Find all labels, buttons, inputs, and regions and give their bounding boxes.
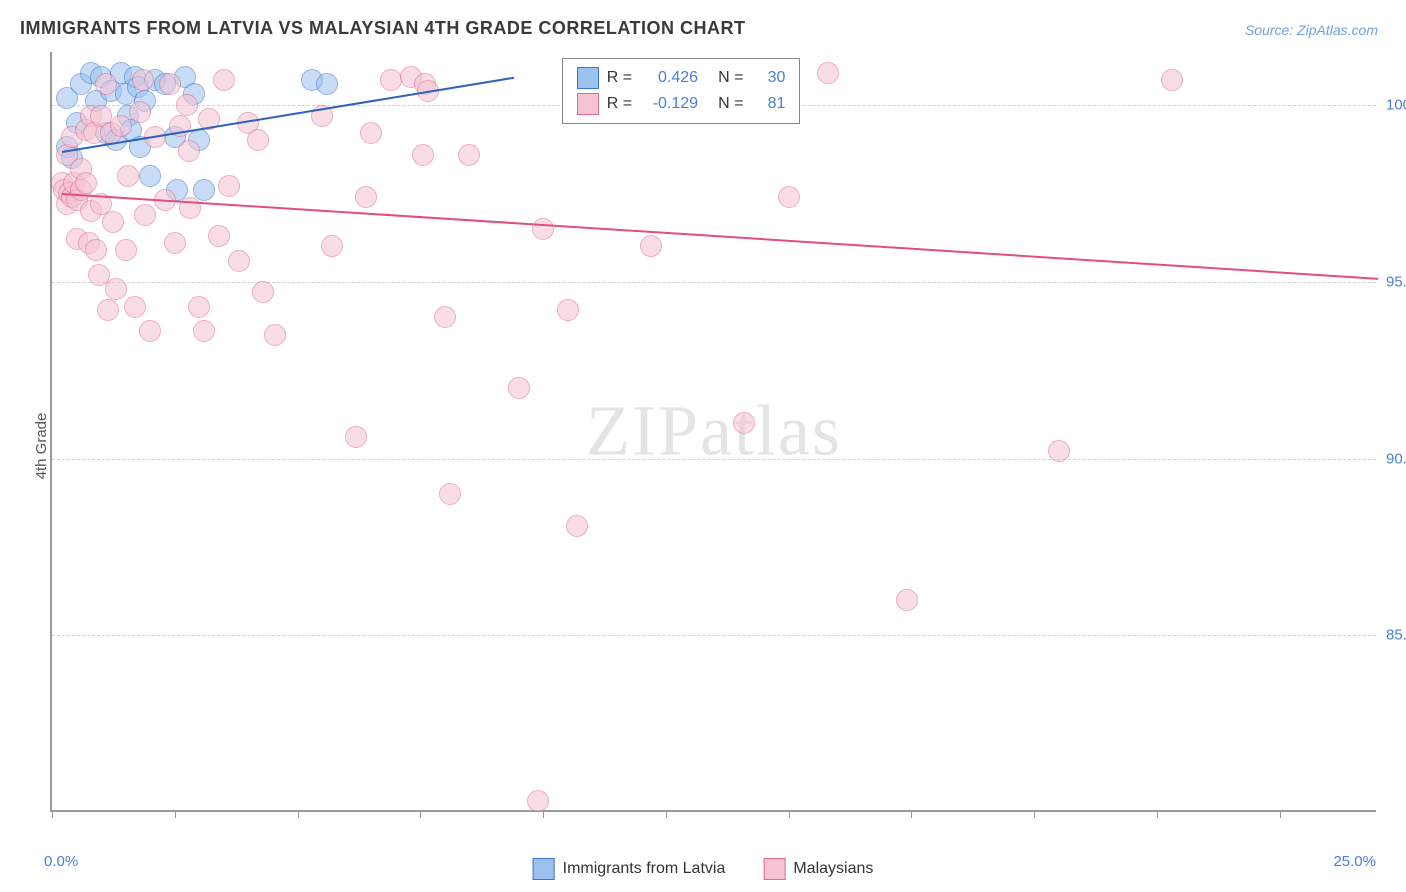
- scatter-point: [412, 144, 434, 166]
- trend-line: [62, 193, 1378, 280]
- scatter-point: [527, 790, 549, 812]
- scatter-point: [896, 589, 918, 611]
- scatter-point: [1161, 69, 1183, 91]
- x-tick: [175, 810, 176, 818]
- scatter-point: [75, 172, 97, 194]
- scatter-point: [188, 296, 210, 318]
- scatter-point: [316, 73, 338, 95]
- scatter-point: [139, 165, 161, 187]
- x-tick: [52, 810, 53, 818]
- correlation-stats-box: R = 0.426 N = 30 R = -0.129 N = 81: [562, 58, 801, 124]
- scatter-point: [129, 101, 151, 123]
- scatter-point: [380, 69, 402, 91]
- scatter-point: [817, 62, 839, 84]
- stat-row: R = -0.129 N = 81: [577, 91, 786, 117]
- scatter-point: [102, 211, 124, 233]
- scatter-point: [321, 235, 343, 257]
- stat-r-label: R =: [607, 91, 632, 117]
- chart-title: IMMIGRANTS FROM LATVIA VS MALAYSIAN 4TH …: [20, 18, 746, 39]
- x-tick: [1280, 810, 1281, 818]
- scatter-point: [176, 94, 198, 116]
- scatter-point: [566, 515, 588, 537]
- x-tick: [789, 810, 790, 818]
- legend-label: Immigrants from Latvia: [563, 860, 726, 878]
- watermark-text: ZIPatlas: [586, 390, 842, 473]
- stat-n-value: 30: [751, 65, 785, 91]
- scatter-point: [434, 306, 456, 328]
- stat-n-label: N =: [718, 91, 743, 117]
- scatter-point: [132, 69, 154, 91]
- scatter-point: [733, 412, 755, 434]
- scatter-point: [159, 73, 181, 95]
- x-tick-label: 0.0%: [44, 853, 78, 870]
- scatter-point: [458, 144, 480, 166]
- stat-row: R = 0.426 N = 30: [577, 65, 786, 91]
- scatter-point: [208, 225, 230, 247]
- chart-container: IMMIGRANTS FROM LATVIA VS MALAYSIAN 4TH …: [0, 0, 1406, 892]
- x-tick: [1034, 810, 1035, 818]
- scatter-point: [247, 129, 269, 151]
- stat-r-label: R =: [607, 65, 632, 91]
- x-tick: [420, 810, 421, 818]
- legend: Immigrants from Latvia Malaysians: [533, 858, 874, 880]
- scatter-point: [508, 377, 530, 399]
- stat-n-label: N =: [718, 65, 743, 91]
- stat-swatch-icon: [577, 67, 599, 89]
- scatter-point: [95, 73, 117, 95]
- scatter-point: [110, 115, 132, 137]
- gridline: [52, 635, 1376, 636]
- scatter-point: [85, 239, 107, 261]
- scatter-point: [228, 250, 250, 272]
- scatter-point: [264, 324, 286, 346]
- x-tick: [543, 810, 544, 818]
- scatter-point: [193, 179, 215, 201]
- scatter-point: [139, 320, 161, 342]
- scatter-point: [97, 299, 119, 321]
- stat-swatch-icon: [577, 93, 599, 115]
- scatter-point: [213, 69, 235, 91]
- y-tick-label: 85.0%: [1386, 627, 1406, 644]
- legend-label: Malaysians: [793, 860, 873, 878]
- x-tick: [1157, 810, 1158, 818]
- source-attribution: Source: ZipAtlas.com: [1245, 22, 1378, 38]
- x-tick: [298, 810, 299, 818]
- plot-area: ZIPatlas 85.0%90.0%95.0%100.0%R =0.426N …: [50, 52, 1376, 812]
- scatter-point: [134, 204, 156, 226]
- legend-item-malaysians: Malaysians: [763, 858, 873, 880]
- scatter-point: [532, 218, 554, 240]
- scatter-point: [360, 122, 382, 144]
- scatter-point: [105, 278, 127, 300]
- scatter-point: [193, 320, 215, 342]
- x-tick: [666, 810, 667, 818]
- y-tick-label: 100.0%: [1386, 97, 1406, 114]
- scatter-point: [124, 296, 146, 318]
- scatter-point: [115, 239, 137, 261]
- scatter-point: [355, 186, 377, 208]
- y-tick-label: 95.0%: [1386, 273, 1406, 290]
- scatter-point: [778, 186, 800, 208]
- x-tick: [911, 810, 912, 818]
- scatter-point: [345, 426, 367, 448]
- scatter-point: [117, 165, 139, 187]
- scatter-point: [439, 483, 461, 505]
- x-tick-label: 25.0%: [1333, 853, 1376, 870]
- y-tick-label: 90.0%: [1386, 450, 1406, 467]
- legend-swatch-icon: [763, 858, 785, 880]
- stat-r-value: 0.426: [640, 65, 698, 91]
- gridline: [52, 459, 1376, 460]
- legend-item-latvia: Immigrants from Latvia: [533, 858, 726, 880]
- legend-swatch-icon: [533, 858, 555, 880]
- scatter-point: [164, 232, 186, 254]
- scatter-point: [178, 140, 200, 162]
- stat-n-value: 81: [751, 91, 785, 117]
- y-axis-label: 4th Grade: [33, 413, 50, 480]
- scatter-point: [252, 281, 274, 303]
- gridline: [52, 282, 1376, 283]
- scatter-point: [640, 235, 662, 257]
- scatter-point: [557, 299, 579, 321]
- scatter-point: [1048, 440, 1070, 462]
- stat-r-value: -0.129: [640, 91, 698, 117]
- scatter-point: [218, 175, 240, 197]
